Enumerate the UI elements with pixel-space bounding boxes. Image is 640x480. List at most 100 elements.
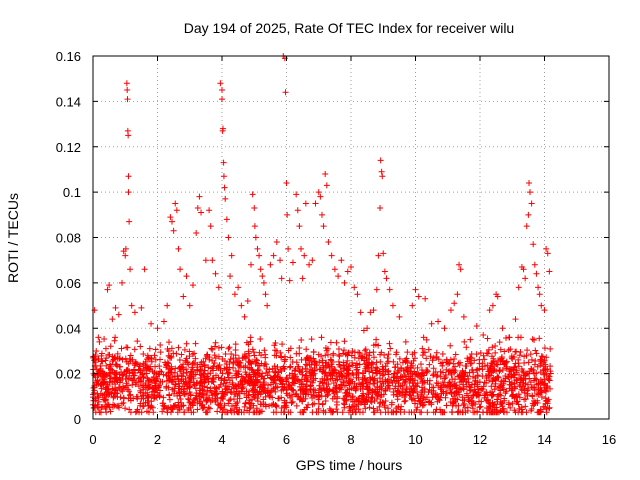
data-point <box>476 356 483 363</box>
data-point <box>264 372 271 379</box>
data-point <box>220 395 227 402</box>
data-point <box>112 381 119 388</box>
data-point <box>310 375 317 382</box>
data-point <box>186 348 193 355</box>
data-point <box>248 261 255 268</box>
data-point <box>532 357 539 364</box>
data-point <box>359 380 366 387</box>
data-point <box>494 357 501 364</box>
data-point <box>490 401 497 408</box>
data-point <box>531 384 538 391</box>
data-point <box>160 318 167 325</box>
data-point <box>221 184 228 191</box>
y-tick-label: 0 <box>74 412 81 427</box>
data-point <box>103 355 110 362</box>
data-point <box>245 341 252 348</box>
data-point <box>530 369 537 376</box>
data-point <box>247 334 254 341</box>
data-point <box>401 409 408 416</box>
data-point <box>198 209 205 216</box>
data-point <box>422 295 429 302</box>
data-point <box>300 409 307 416</box>
data-point <box>181 346 188 353</box>
data-point <box>108 379 115 386</box>
data-point <box>225 345 232 352</box>
data-point <box>370 354 377 361</box>
data-point <box>157 368 164 375</box>
data-point <box>296 367 303 374</box>
data-point <box>538 353 545 360</box>
data-point <box>155 383 162 390</box>
data-point <box>327 339 334 346</box>
data-point <box>106 370 113 377</box>
data-point <box>251 352 258 359</box>
data-point <box>168 345 175 352</box>
data-point <box>443 402 450 409</box>
data-point <box>447 342 454 349</box>
data-point <box>423 355 430 362</box>
data-point <box>194 367 201 374</box>
data-point <box>296 223 303 230</box>
data-point <box>425 346 432 353</box>
data-point <box>410 383 417 390</box>
data-point <box>224 370 231 377</box>
data-point <box>367 309 374 316</box>
data-point <box>484 362 491 369</box>
data-point <box>286 277 293 284</box>
data-point <box>112 304 119 311</box>
data-point <box>227 273 234 280</box>
data-point <box>244 298 251 305</box>
data-point <box>409 302 416 309</box>
data-point <box>389 409 396 416</box>
data-point <box>258 401 265 408</box>
data-point <box>245 391 252 398</box>
data-point <box>447 307 454 314</box>
data-point <box>528 405 535 412</box>
data-point <box>243 371 250 378</box>
data-point <box>254 398 261 405</box>
data-point <box>379 363 386 370</box>
data-point <box>111 389 118 396</box>
data-point <box>221 365 228 372</box>
data-point <box>328 252 335 259</box>
data-point <box>207 387 214 394</box>
data-point <box>266 392 273 399</box>
data-point <box>129 381 136 388</box>
data-point <box>165 347 172 354</box>
data-point <box>240 383 247 390</box>
data-point <box>486 377 493 384</box>
data-point <box>445 379 452 386</box>
data-point <box>384 383 391 390</box>
data-point <box>95 405 102 412</box>
data-point <box>99 370 106 377</box>
data-point <box>213 390 220 397</box>
data-point <box>254 357 261 364</box>
data-point <box>406 391 413 398</box>
data-point <box>125 360 132 367</box>
data-point <box>107 408 114 415</box>
data-point <box>99 375 106 382</box>
y-tick-label: 0.08 <box>56 231 81 246</box>
data-point <box>448 370 455 377</box>
data-point <box>215 284 222 291</box>
data-point <box>298 245 305 252</box>
data-point <box>544 384 551 391</box>
data-point <box>473 351 480 358</box>
data-point <box>114 362 121 369</box>
data-point <box>219 356 226 363</box>
data-point <box>126 406 133 413</box>
data-point <box>489 302 496 309</box>
data-point <box>101 396 108 403</box>
data-point <box>146 345 153 352</box>
data-point <box>365 362 372 369</box>
data-point <box>325 361 332 368</box>
data-point <box>512 348 519 355</box>
data-point <box>210 363 217 370</box>
data-point <box>464 355 471 362</box>
data-point <box>285 347 292 354</box>
data-point <box>336 376 343 383</box>
data-point <box>137 361 144 368</box>
data-point <box>260 279 267 286</box>
data-point <box>318 353 325 360</box>
data-point <box>528 384 535 391</box>
